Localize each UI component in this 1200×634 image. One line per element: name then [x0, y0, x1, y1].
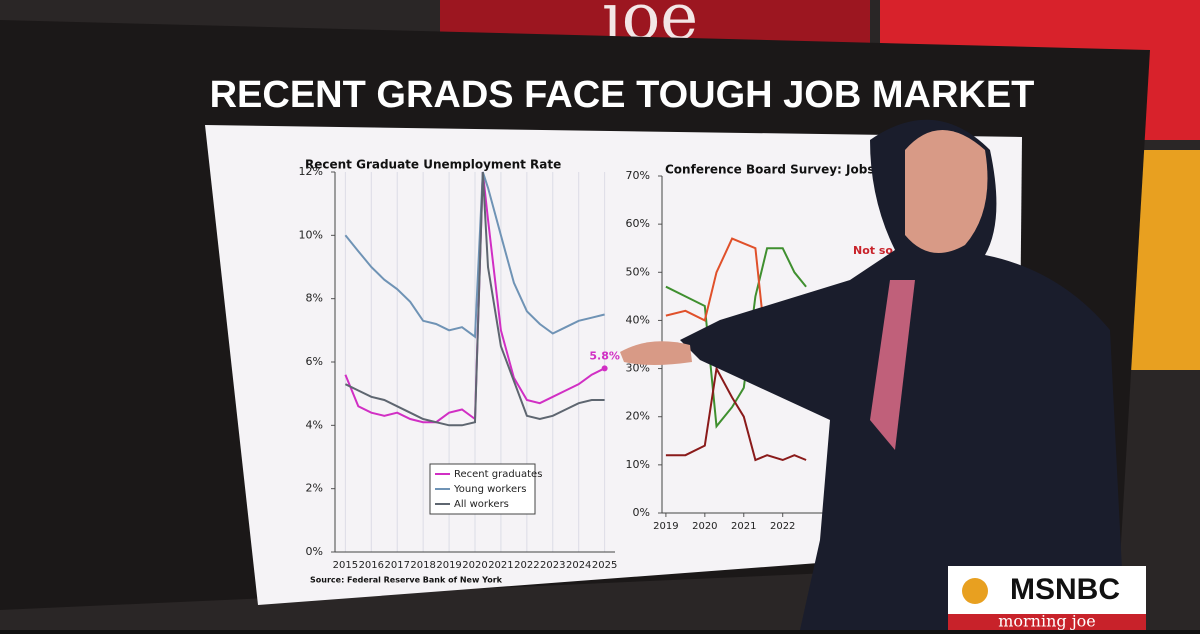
chart-title: Conference Board Survey: Jobs Are	[665, 163, 902, 177]
show-logo: morning joe	[998, 612, 1096, 631]
annotation-point	[601, 365, 608, 372]
x-tick-label: 2020	[692, 521, 717, 532]
source: Source: Federal Reserve Bank of New York	[310, 576, 503, 585]
y-tick-label: 60%	[626, 217, 650, 230]
x-tick-label: 2022	[770, 521, 795, 532]
x-tick-label: 2021	[731, 521, 756, 532]
annotation: 5.8%	[589, 349, 620, 362]
y-tick-label: 6%	[306, 355, 323, 368]
x-tick-label: 2025	[592, 560, 617, 571]
x-tick-label: 2022	[514, 560, 539, 571]
x-tick-label: 2019	[436, 560, 461, 571]
series-line	[665, 365, 807, 462]
x-tick-label: 2017	[384, 560, 409, 571]
x-tick-label: 2023	[540, 560, 565, 571]
series-line	[344, 171, 605, 339]
peacock-icon	[962, 578, 988, 604]
y-tick-label: 40%	[626, 313, 650, 326]
y-tick-label: 4%	[306, 418, 323, 431]
annotation: Not so	[853, 244, 893, 257]
x-tick-label: 2024	[566, 560, 591, 571]
y-tick-label: 50%	[626, 265, 650, 278]
legend-label: Young workers	[453, 484, 526, 495]
y-tick-label: 10%	[299, 228, 323, 241]
presenter-tie	[870, 280, 915, 450]
x-tick-label: 2018	[410, 560, 435, 571]
legend-label: All workers	[454, 499, 509, 510]
presenter-hand	[620, 341, 692, 365]
y-tick-label: 30%	[626, 362, 650, 375]
x-tick-label: 2015	[333, 560, 358, 571]
wall-title: RECENT GRADS FACE TOUGH JOB MARKET	[210, 74, 1035, 116]
y-tick-label: 8%	[306, 292, 323, 305]
y-tick-label: 70%	[626, 169, 650, 182]
legend-label: Recent graduates	[454, 469, 542, 480]
series-line	[665, 247, 807, 429]
y-tick-label: 2%	[306, 482, 323, 495]
chart-title: Recent Graduate Unemployment Rate	[305, 158, 561, 172]
x-tick-label: 2021	[488, 560, 513, 571]
network-logo: MSNBC	[1010, 573, 1120, 606]
x-tick-label: 2016	[359, 560, 384, 571]
y-tick-label: 12%	[299, 165, 323, 178]
y-tick-label: 0%	[306, 545, 323, 558]
y-tick-label: 10%	[626, 458, 650, 471]
x-tick-label: 2020	[462, 560, 487, 571]
series-line	[344, 171, 605, 427]
presenter-face	[905, 130, 988, 253]
x-tick-label: 2019	[653, 521, 678, 532]
y-tick-label: 20%	[626, 410, 650, 423]
show-logo-box	[948, 614, 1146, 630]
y-tick-label: 0%	[633, 506, 650, 519]
chart-panel	[205, 125, 1022, 605]
